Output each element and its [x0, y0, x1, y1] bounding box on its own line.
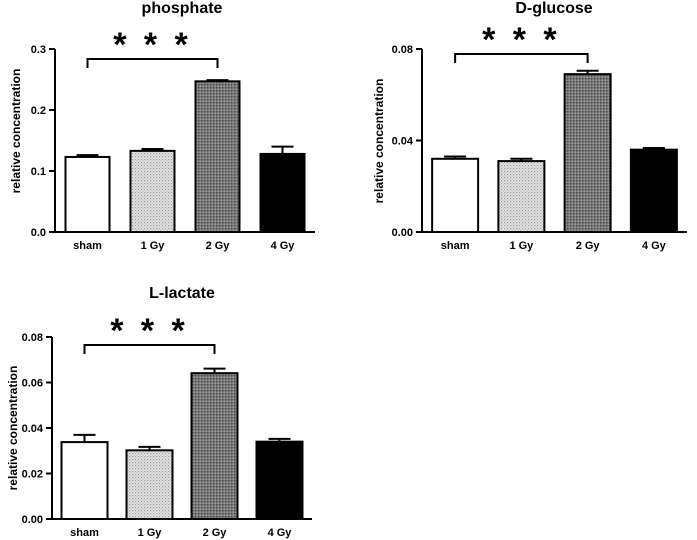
category-label: sham — [73, 240, 102, 252]
significance-stars: * * * — [110, 312, 189, 350]
bar-1-gy — [125, 449, 174, 521]
category-label: sham — [70, 527, 99, 539]
bar-4-gy — [629, 148, 678, 233]
y-tick-label: 0.08 — [22, 332, 43, 344]
significance-bracket — [83, 344, 216, 354]
y-axis-label: relative concentration — [372, 79, 386, 204]
y-tick-label: 0.06 — [22, 378, 43, 390]
chart-title: phosphate — [142, 0, 223, 17]
y-tick-label: 0.0 — [31, 227, 46, 239]
chart-d-glucose: D-glucose relative concentration sham 1 G… — [372, 0, 687, 252]
y-tick-label: 0.3 — [31, 44, 46, 56]
category-label: sham — [441, 240, 470, 252]
category-label: 4 Gy — [268, 527, 293, 539]
bar-sham — [60, 441, 109, 521]
category-label: 2 Gy — [203, 527, 228, 539]
category-label: 2 Gy — [206, 240, 231, 252]
category-label: 2 Gy — [576, 240, 601, 252]
y-tick-label: 0.04 — [22, 423, 44, 435]
bar-1-gy — [497, 160, 546, 233]
y-tick-label: 0.02 — [22, 469, 43, 481]
y-tick-label: 0.00 — [392, 227, 413, 239]
significance-stars: * * * — [482, 21, 561, 59]
y-tick-label: 0.00 — [22, 514, 43, 526]
chart-phosphate: phosphate relative concentration sham 1 G… — [9, 0, 315, 252]
y-tick-label: 0.04 — [392, 136, 414, 148]
y-tick-label: 0.2 — [31, 105, 46, 117]
bar-4-gy — [255, 440, 304, 520]
category-label: 1 Gy — [141, 240, 166, 252]
bar-2-gy — [190, 372, 239, 520]
bar-2-gy — [563, 73, 612, 233]
bar-4-gy — [259, 152, 306, 233]
chart-title: D-glucose — [515, 0, 592, 17]
bar-sham — [64, 155, 111, 233]
significance-bracket — [454, 53, 589, 63]
y-tick-label: 0.1 — [31, 166, 46, 178]
bar-1-gy — [129, 149, 176, 233]
category-label: 1 Gy — [138, 527, 163, 539]
y-axis-label: relative concentration — [6, 366, 20, 491]
y-axis-label: relative concentration — [9, 69, 23, 194]
chart-l-lactate: L-lactate relative concentration sham 1 G… — [6, 285, 312, 539]
y-tick-label: 0.08 — [392, 44, 413, 56]
category-label: 1 Gy — [509, 240, 534, 252]
significance-stars: * * * — [113, 26, 192, 64]
category-label: 4 Gy — [271, 240, 296, 252]
bar-2-gy — [194, 80, 241, 233]
chart-title: L-lactate — [149, 285, 215, 302]
significance-bracket — [86, 58, 219, 68]
bar-sham — [431, 157, 480, 233]
category-label: 4 Gy — [642, 240, 667, 252]
